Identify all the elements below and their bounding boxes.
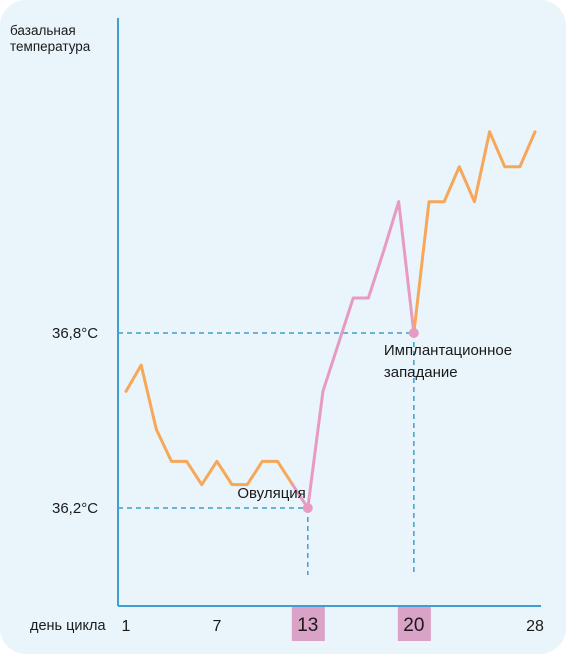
series-line-segment	[291, 200, 401, 510]
x-axis-label: день цикла	[30, 618, 106, 634]
data-point-marker	[302, 503, 313, 513]
data-point-marker	[408, 328, 419, 338]
annotation-label: Имплантационное	[384, 342, 512, 359]
x-tick-label: 20	[403, 615, 424, 636]
series-line-segment	[124, 363, 295, 487]
y-tick-label: 36,8°C	[52, 325, 98, 342]
x-tick-label: 28	[526, 618, 544, 635]
series-line-segment	[397, 200, 416, 335]
x-tick-label: 13	[297, 615, 318, 636]
x-tick-highlight	[291, 607, 325, 641]
series-line-segment	[412, 130, 537, 335]
x-tick-highlight	[397, 607, 431, 641]
y-tick-label: 36,2°C	[52, 500, 98, 517]
annotation-label: Овуляция	[237, 485, 305, 502]
x-tick-label: 1	[122, 618, 131, 635]
annotation-label: западание	[384, 364, 458, 381]
y-axis-label: базальная температура	[10, 23, 91, 54]
x-tick-label: 7	[212, 618, 221, 635]
